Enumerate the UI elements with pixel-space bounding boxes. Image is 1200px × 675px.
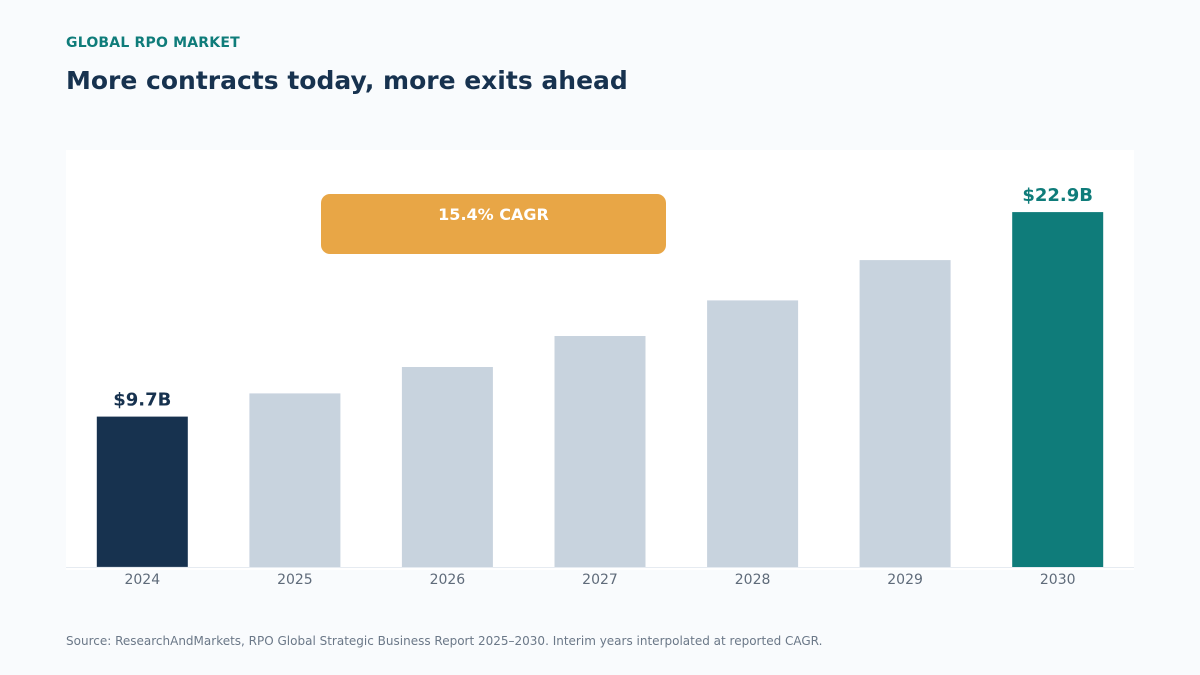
bar-2026 <box>401 367 493 567</box>
x-tick-label: 2028 <box>735 572 771 588</box>
cagr-badge <box>321 194 666 254</box>
value-label: $9.7B <box>113 390 171 411</box>
eyebrow-label: GLOBAL RPO MARKET <box>66 35 240 51</box>
x-tick-label: 2026 <box>430 572 466 588</box>
x-tick-label: 2029 <box>887 572 923 588</box>
bar-2025 <box>249 393 341 567</box>
x-tick-label: 2025 <box>277 572 313 588</box>
value-label: $22.9B <box>1022 185 1093 206</box>
page-title: More contracts today, more exits ahead <box>66 66 628 95</box>
x-tick-label: 2024 <box>124 572 160 588</box>
bar-2030 <box>1012 212 1104 567</box>
bar-2024 <box>96 416 188 567</box>
source-note: Source: ResearchAndMarkets, RPO Global S… <box>66 634 823 648</box>
bar-2027 <box>554 336 646 567</box>
x-tick-label: 2027 <box>582 572 618 588</box>
cagr-label: 15.4% CAGR <box>438 205 549 224</box>
bar-2029 <box>859 260 951 567</box>
x-tick-label: 2030 <box>1040 572 1076 588</box>
bar-2028 <box>707 300 799 567</box>
